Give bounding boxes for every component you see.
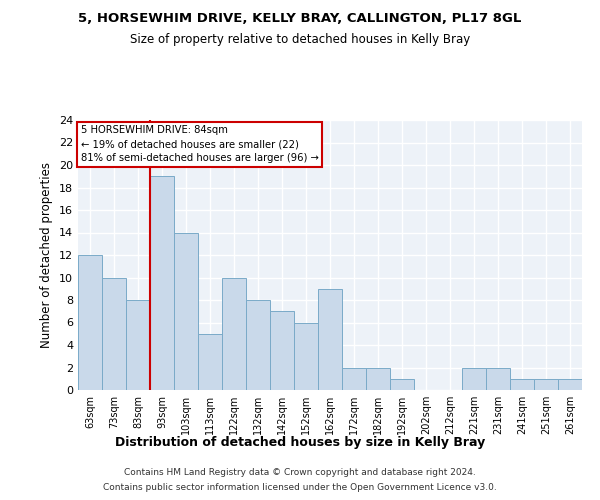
Bar — [78, 255, 102, 390]
Bar — [174, 232, 198, 390]
Bar — [294, 322, 318, 390]
Bar — [558, 379, 582, 390]
Bar — [510, 379, 534, 390]
Text: 5, HORSEWHIM DRIVE, KELLY BRAY, CALLINGTON, PL17 8GL: 5, HORSEWHIM DRIVE, KELLY BRAY, CALLINGT… — [79, 12, 521, 26]
Text: Contains public sector information licensed under the Open Government Licence v3: Contains public sector information licen… — [103, 483, 497, 492]
Bar — [150, 176, 174, 390]
Text: 5 HORSEWHIM DRIVE: 84sqm
← 19% of detached houses are smaller (22)
81% of semi-d: 5 HORSEWHIM DRIVE: 84sqm ← 19% of detach… — [80, 126, 319, 164]
Bar — [342, 368, 366, 390]
Text: Contains HM Land Registry data © Crown copyright and database right 2024.: Contains HM Land Registry data © Crown c… — [124, 468, 476, 477]
Text: Size of property relative to detached houses in Kelly Bray: Size of property relative to detached ho… — [130, 32, 470, 46]
Bar — [318, 289, 342, 390]
Bar — [102, 278, 126, 390]
Bar — [246, 300, 270, 390]
Y-axis label: Number of detached properties: Number of detached properties — [40, 162, 53, 348]
Bar — [462, 368, 486, 390]
Text: Distribution of detached houses by size in Kelly Bray: Distribution of detached houses by size … — [115, 436, 485, 449]
Bar — [222, 278, 246, 390]
Bar — [534, 379, 558, 390]
Bar — [486, 368, 510, 390]
Bar — [270, 311, 294, 390]
Bar — [198, 334, 222, 390]
Bar — [366, 368, 390, 390]
Bar — [126, 300, 150, 390]
Bar — [390, 379, 414, 390]
